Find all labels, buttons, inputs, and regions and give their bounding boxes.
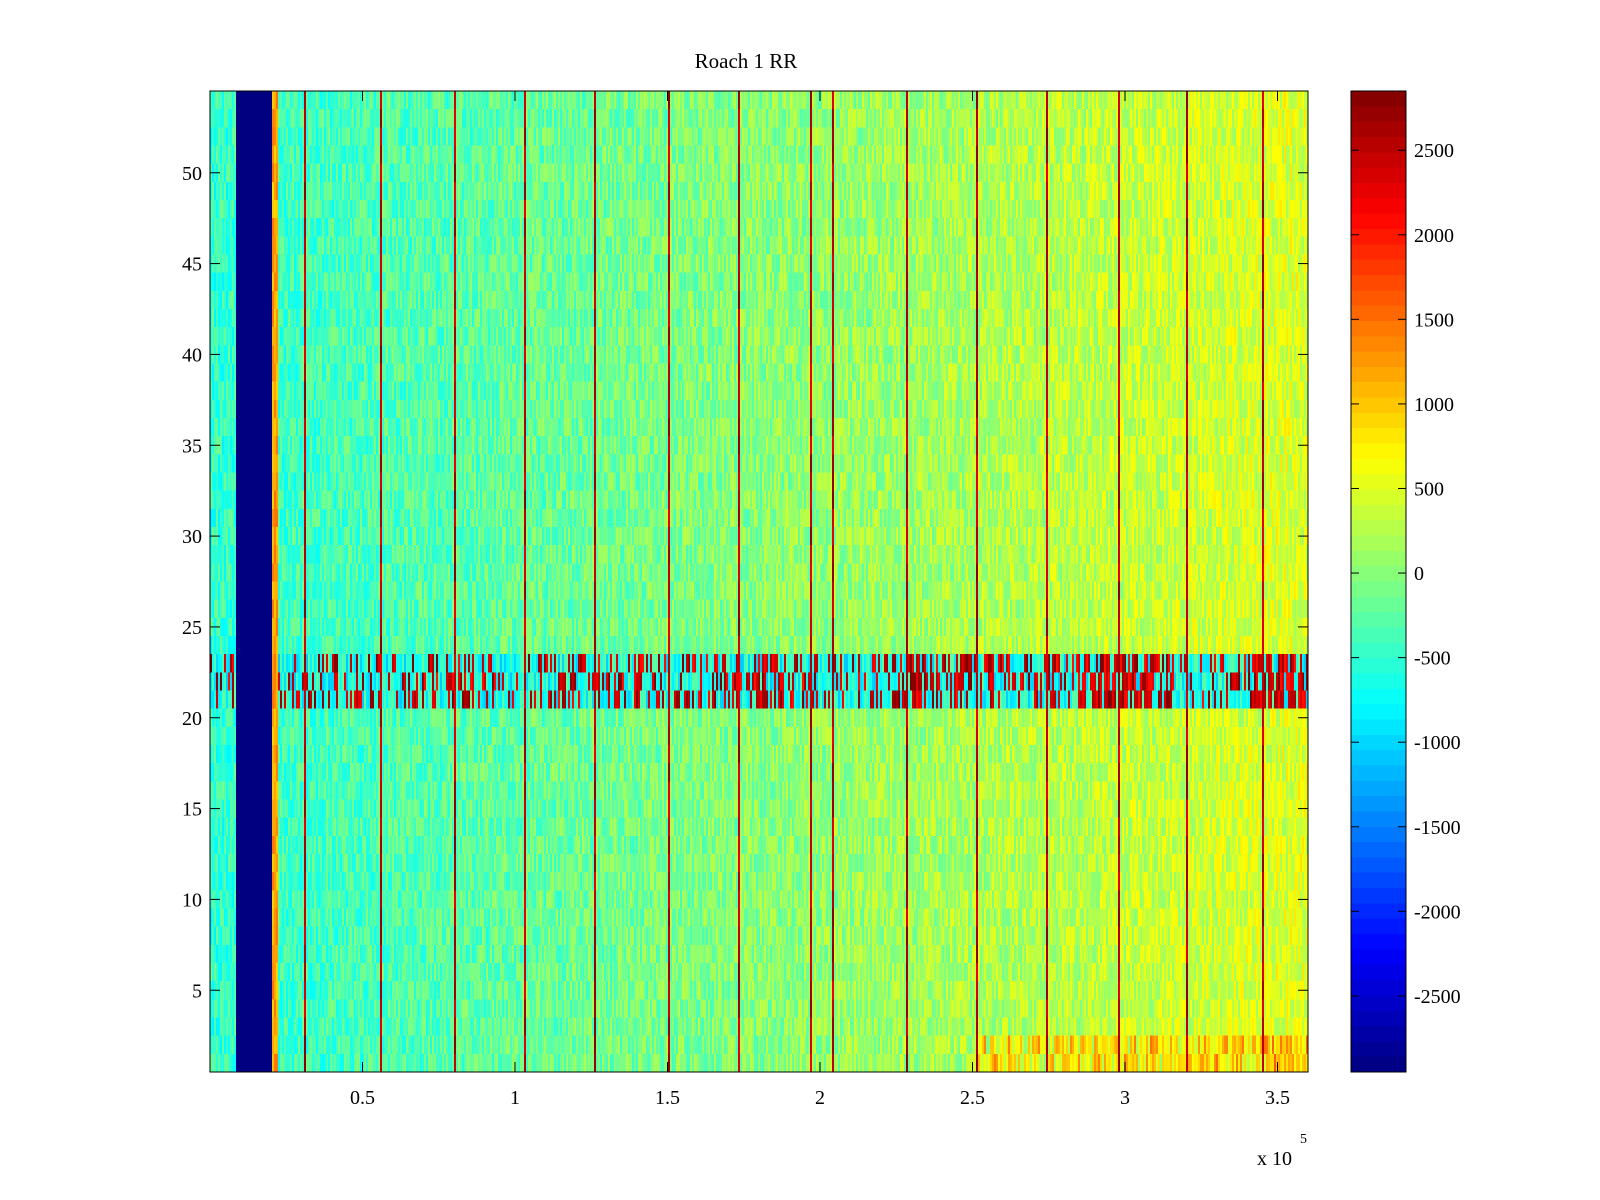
- colorbar-tick-label: -2000: [1414, 901, 1461, 923]
- x-tick-label: 0.5: [350, 1087, 375, 1109]
- x-tick-label: 1: [510, 1087, 520, 1109]
- colorbar-tick-label: -500: [1414, 648, 1451, 670]
- y-tick-label: 20: [182, 708, 202, 730]
- chart-title: Roach 1 RR: [695, 49, 798, 73]
- colorbar-tick-label: 2500: [1414, 140, 1454, 162]
- y-tick-label: 40: [182, 344, 202, 366]
- y-tick-label: 10: [182, 889, 202, 911]
- x-tick-label: 1.5: [655, 1087, 680, 1109]
- y-axis: 5 10 15 20 25 30 35 40 45 50: [182, 163, 1308, 1002]
- y-tick-label: 45: [182, 254, 202, 276]
- colorbar-tick-label: 1500: [1414, 309, 1454, 331]
- y-tick-label: 35: [182, 435, 202, 457]
- x-tick-label: 3: [1120, 1087, 1130, 1109]
- y-tick-label: 5: [192, 980, 202, 1002]
- y-tick-label: 30: [182, 526, 202, 548]
- y-tick-label: 50: [182, 163, 202, 185]
- x-exponent-power: 5: [1300, 1132, 1307, 1147]
- colorbar-tick-label: -1500: [1414, 817, 1461, 839]
- colorbar-axis: -2500 -2000 -1500 -1000 -500 0 500 1000 1500 2000…: [1351, 140, 1461, 1008]
- x-tick-label: 2.5: [960, 1087, 985, 1109]
- x-tick-label: 3.5: [1265, 1087, 1290, 1109]
- x-tick-label: 2: [815, 1087, 825, 1109]
- y-tick-label: 15: [182, 799, 202, 821]
- colorbar-tick-label: 500: [1414, 478, 1444, 500]
- colorbar-tick-label: 2000: [1414, 225, 1454, 247]
- colorbar-raster: [1351, 91, 1406, 1072]
- colorbar-tick-label: 0: [1414, 563, 1424, 585]
- x-axis: 0.5 1 1.5 2 2.5 3 3.5: [350, 91, 1290, 1109]
- colorbar-tick-label: -1000: [1414, 732, 1461, 754]
- colorbar-frame: [1350, 90, 1407, 1073]
- x-exponent-label: x 10: [1257, 1148, 1292, 1170]
- colorbar-tick-label: 1000: [1414, 394, 1454, 416]
- plot-area-frame: [209, 90, 1309, 1073]
- colorbar-tick-label: -2500: [1414, 986, 1461, 1008]
- heatmap-raster: [210, 91, 1308, 1072]
- y-tick-label: 25: [182, 617, 202, 639]
